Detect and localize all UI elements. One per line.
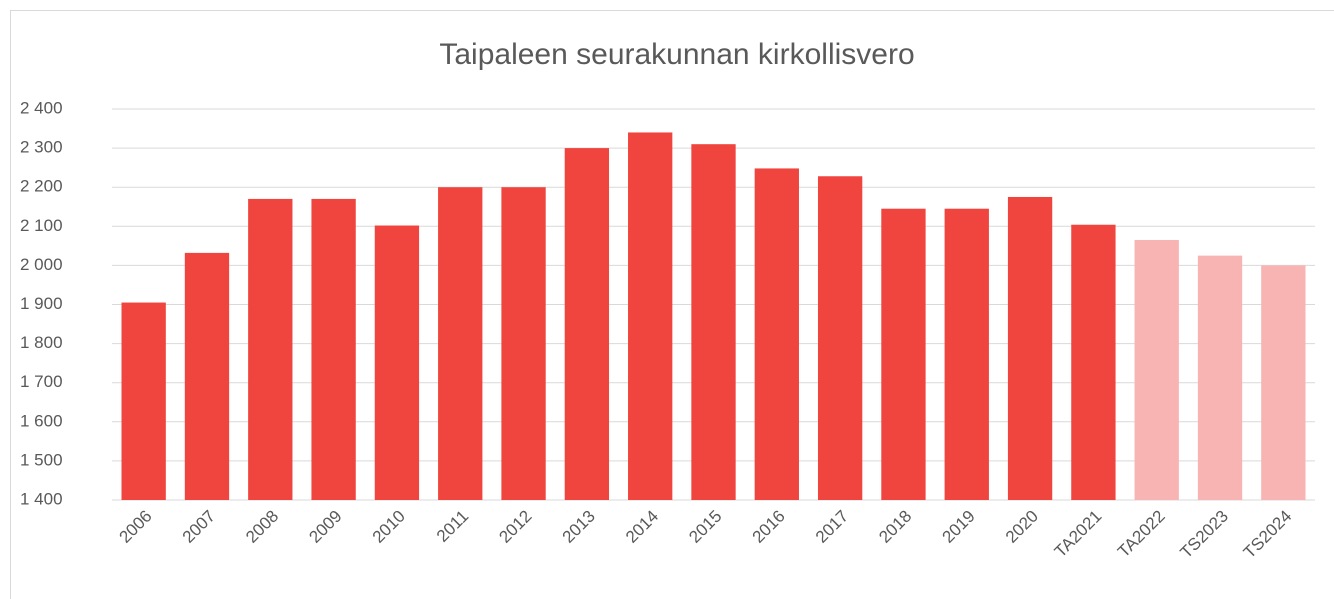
bar	[121, 302, 166, 500]
x-tick-label: TS2023	[1176, 507, 1232, 563]
x-tick-label: 2013	[559, 507, 599, 547]
bar	[1134, 239, 1179, 501]
y-tick-label: 1 800	[20, 333, 63, 352]
x-tick-label: 2007	[179, 507, 219, 547]
bar	[944, 208, 989, 500]
y-tick-label: 1 700	[20, 372, 63, 391]
y-tick-label: 1 600	[20, 411, 63, 430]
x-tick-label: TA2021	[1051, 507, 1106, 562]
bar	[1197, 255, 1243, 500]
bar	[311, 198, 356, 500]
chart-title: Taipaleen seurakunnan kirkollisvero	[439, 38, 914, 71]
x-tick-label: 2006	[115, 507, 155, 547]
x-tick-label: 2020	[1002, 507, 1042, 547]
y-tick-label: 2 200	[20, 177, 63, 196]
x-tick-label: 2010	[369, 507, 409, 547]
bar	[374, 225, 420, 500]
y-tick-label: 2 300	[20, 138, 63, 157]
bar	[754, 168, 799, 500]
y-tick-label: 2 400	[20, 98, 63, 117]
bar	[1071, 224, 1116, 500]
bar	[564, 148, 610, 500]
x-tick-label: 2018	[875, 507, 915, 547]
y-tick-label: 1 900	[20, 294, 63, 313]
y-tick-label: 1 400	[20, 489, 63, 508]
x-tick-label: 2012	[495, 507, 535, 547]
x-tick-label: 2016	[749, 507, 789, 547]
bar	[881, 208, 926, 500]
bar	[817, 176, 863, 500]
x-tick-label: 2019	[939, 507, 979, 547]
bar	[438, 187, 483, 500]
bar	[184, 252, 230, 500]
bar	[248, 198, 293, 500]
chart-border	[10, 10, 1334, 599]
x-tick-label: 2008	[242, 507, 282, 547]
bar	[1261, 265, 1306, 500]
y-tick-label: 2 100	[20, 216, 63, 235]
x-tick-label: 2014	[622, 507, 662, 547]
bar	[691, 144, 736, 500]
x-tick-label: 2011	[433, 507, 472, 546]
x-tick-label: TS2024	[1240, 507, 1296, 563]
bar	[501, 187, 546, 500]
x-tick-label: 2015	[685, 507, 725, 547]
x-tick-label: TA2022	[1114, 507, 1169, 562]
y-tick-label: 1 500	[20, 450, 63, 469]
y-tick-label: 2 000	[20, 255, 63, 274]
bar	[628, 132, 673, 500]
x-tick-label: 2009	[305, 507, 345, 547]
bar	[1007, 196, 1053, 500]
x-tick-label: 2017	[812, 507, 852, 547]
